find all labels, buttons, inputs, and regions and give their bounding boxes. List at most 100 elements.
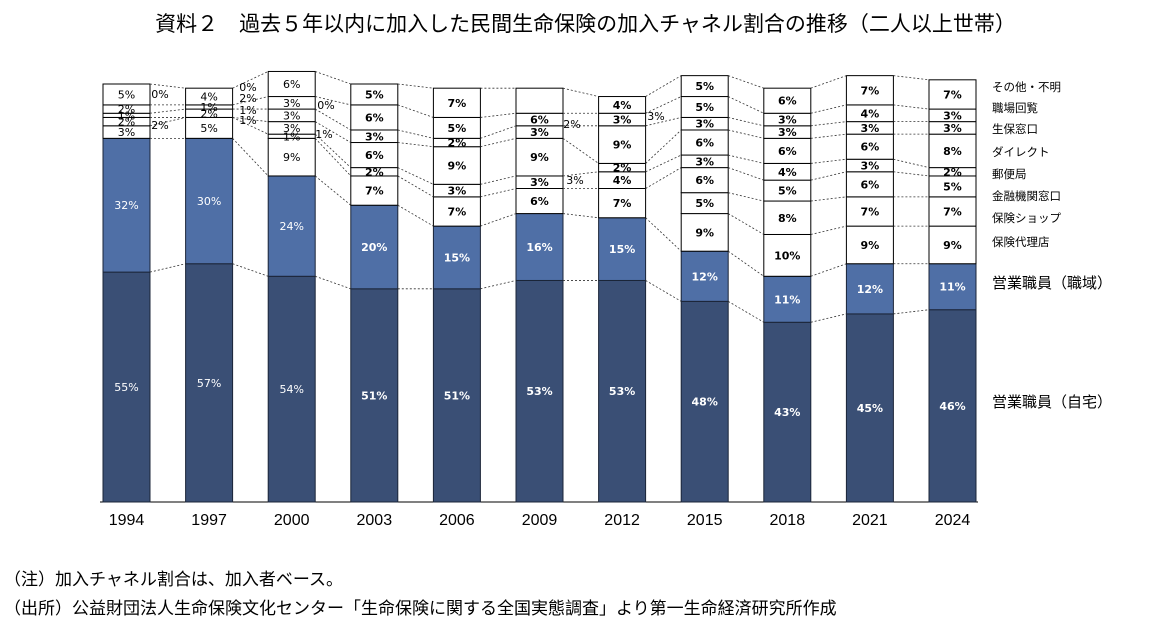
data-label: 6% — [283, 78, 300, 91]
x-tick-label: 2021 — [852, 512, 888, 529]
data-label: 6% — [365, 149, 384, 162]
connector-line — [893, 309, 930, 315]
data-label: 3% — [283, 122, 300, 135]
data-label: 3% — [283, 97, 300, 110]
callout-label: 2% — [239, 92, 256, 105]
data-label: 3% — [448, 185, 467, 198]
data-label: 30% — [197, 195, 221, 208]
connector-line — [810, 133, 847, 139]
x-tick-label: 1994 — [109, 512, 145, 529]
connector-line — [810, 313, 847, 323]
bar-segment — [267, 275, 316, 503]
x-tick-label: 2012 — [604, 512, 640, 529]
data-label: 5% — [448, 122, 467, 135]
data-label: 5% — [118, 88, 135, 101]
bar-segment — [680, 75, 729, 98]
data-label: 32% — [114, 199, 138, 212]
data-label: 15% — [444, 251, 470, 264]
x-tick-label: 2000 — [274, 512, 310, 529]
connector-line — [480, 175, 517, 185]
bar-segment — [763, 200, 812, 235]
data-label: 43% — [774, 406, 800, 419]
connector-line — [397, 175, 434, 198]
connector-line — [232, 138, 269, 177]
data-label: 3% — [695, 155, 714, 168]
bar-segment — [928, 225, 977, 265]
data-label: 5% — [695, 197, 714, 210]
connector-line — [728, 192, 764, 202]
x-tick-label: 2024 — [935, 512, 971, 529]
connector-line — [480, 213, 517, 227]
data-label: 48% — [692, 396, 718, 409]
callout-label: 0% — [239, 81, 256, 94]
connector-line — [480, 280, 517, 290]
connector-line — [397, 104, 434, 118]
data-label: 3% — [283, 109, 300, 122]
callout-label: 0% — [317, 99, 334, 112]
legend: その他・不明職場回覧生保窓口ダイレクト郵便局金融機関窓口保険ショップ保険代理店営… — [992, 80, 1112, 411]
data-label: 7% — [365, 185, 384, 198]
connector-line — [728, 75, 764, 89]
data-label: 7% — [613, 197, 632, 210]
connector-line — [645, 154, 682, 173]
connector-line — [893, 104, 930, 110]
connector-line — [728, 96, 764, 114]
data-label: 55% — [114, 381, 138, 394]
data-label: 5% — [695, 101, 714, 114]
bar-segment — [845, 313, 894, 503]
bar-segment — [432, 87, 481, 118]
data-label: 11% — [774, 293, 800, 306]
connector-line — [645, 217, 682, 252]
data-label: 2% — [943, 166, 962, 179]
x-tick-label: 2006 — [439, 512, 475, 529]
connector-line — [232, 117, 269, 123]
callout-label: 1% — [239, 104, 256, 117]
callout-label: 2% — [151, 119, 168, 132]
data-label: 1% — [283, 130, 300, 143]
bar-segment — [515, 279, 564, 503]
connector-line — [645, 129, 682, 164]
connector-line — [149, 108, 186, 114]
connector-line — [728, 167, 764, 181]
bar-segment — [350, 83, 399, 106]
bar-segment — [102, 271, 151, 503]
connector-line — [810, 171, 847, 181]
connector-line — [562, 138, 599, 164]
connector-line — [314, 133, 352, 168]
bar-segment — [928, 196, 977, 227]
connector-line — [480, 137, 517, 148]
connector-line — [810, 75, 847, 89]
connector-line — [727, 213, 765, 235]
bar-segment — [185, 263, 234, 503]
bar-segment — [432, 146, 481, 185]
data-label: 9% — [861, 239, 880, 252]
x-tick-label: 2003 — [357, 512, 393, 529]
bar-segment — [432, 225, 481, 290]
bar-segment — [267, 137, 316, 177]
connector-line — [562, 171, 599, 177]
data-label: 15% — [609, 243, 635, 256]
source-note: （出所）公益財団法人生命保険文化センター「生命保険に関する全国実態調査」より第一… — [4, 599, 837, 619]
legend-item: 保険代理店 — [992, 235, 1050, 249]
data-label: 3% — [943, 122, 962, 135]
chart-title: 資料２ 過去５年以内に加入した民間生命保険の加入チャネル割合の推移（二人以上世帯… — [155, 12, 1016, 36]
data-label: 4% — [613, 174, 632, 187]
bar-segment — [845, 196, 894, 227]
bar-segment — [185, 137, 234, 265]
connector-line — [728, 117, 764, 127]
data-label: 7% — [943, 88, 962, 101]
legend-item: 営業職員（自宅） — [992, 393, 1112, 411]
data-label: 2% — [365, 166, 384, 179]
bar-segment — [350, 288, 399, 503]
data-label: 6% — [530, 195, 549, 208]
x-tick-label: 2009 — [522, 512, 558, 529]
bar-segment — [928, 133, 977, 169]
data-label: 3% — [530, 176, 549, 189]
connector-line — [810, 104, 847, 114]
data-label: 10% — [774, 249, 800, 262]
data-label: 12% — [857, 283, 883, 296]
data-label: 12% — [692, 270, 718, 283]
data-label: 5% — [365, 88, 384, 101]
legend-item: その他・不明 — [992, 80, 1061, 94]
callout-label: 1% — [239, 114, 256, 127]
